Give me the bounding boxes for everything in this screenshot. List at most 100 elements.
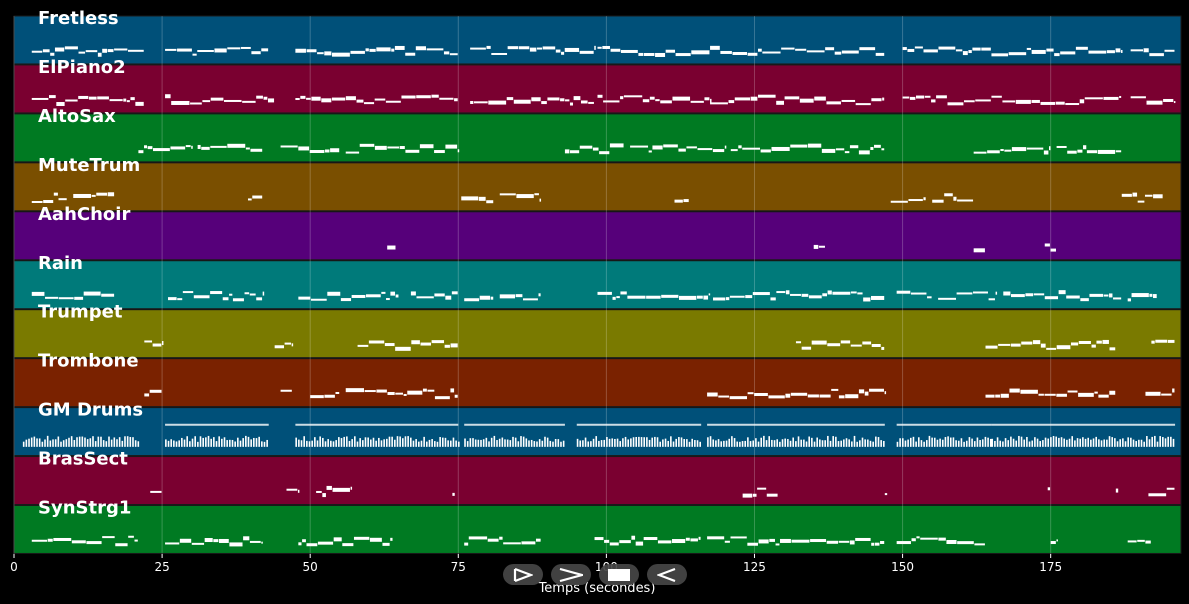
note-segment xyxy=(742,487,778,498)
note-segment xyxy=(280,145,340,154)
note-segment xyxy=(710,45,885,56)
note-segment xyxy=(165,46,269,56)
note-segment xyxy=(1050,539,1058,545)
note-segment xyxy=(452,492,455,496)
note-segment xyxy=(597,45,710,57)
note-segment xyxy=(499,193,542,202)
note-segment xyxy=(144,340,164,347)
note-segment xyxy=(973,248,985,253)
track-label: AahChoir xyxy=(38,204,130,225)
note-segment xyxy=(410,291,458,300)
x-tick-label: 0 xyxy=(10,560,18,574)
track-label: Trumpet xyxy=(38,302,123,323)
note-segment xyxy=(470,45,596,55)
track-lane xyxy=(13,64,1182,114)
track-lane xyxy=(13,505,1182,554)
stop-button[interactable] xyxy=(599,564,639,585)
note-segment xyxy=(31,95,144,107)
note-segment xyxy=(197,143,263,152)
note-segment xyxy=(707,423,885,447)
x-tick-label: 175 xyxy=(1039,560,1062,574)
note-segment xyxy=(499,293,541,301)
track-label: GM Drums xyxy=(38,400,143,421)
note-segment xyxy=(298,536,393,547)
note-segment xyxy=(597,291,711,300)
play-button[interactable] xyxy=(503,564,543,585)
track-labels: Fretless ElPiano2 AltoSax MuteTrum AahChoir R… xyxy=(38,8,143,519)
note-segment xyxy=(144,389,162,397)
note-segment xyxy=(890,197,926,203)
note-segment xyxy=(707,536,885,546)
x-tick-label: 150 xyxy=(891,560,914,574)
note-segment xyxy=(295,45,458,57)
note-segment xyxy=(31,192,67,204)
note-segment xyxy=(991,423,1176,447)
track-label: SynStrg1 xyxy=(38,498,131,519)
note-segment xyxy=(564,143,624,155)
note-segment xyxy=(464,295,494,302)
note-segment xyxy=(1130,96,1176,105)
note-segment xyxy=(150,490,162,493)
note-segment xyxy=(707,388,887,400)
note-segment xyxy=(247,195,263,201)
note-segment xyxy=(973,146,1051,155)
track-lane xyxy=(13,358,1182,408)
note-segment xyxy=(274,342,294,349)
x-tick-label: 75 xyxy=(451,560,466,574)
note-segment xyxy=(316,485,353,498)
note-segment xyxy=(1151,339,1175,344)
note-segment xyxy=(896,536,985,546)
note-segment xyxy=(73,192,115,198)
note-segment xyxy=(345,388,458,400)
stop-icon xyxy=(608,568,630,581)
note-segment xyxy=(1148,487,1175,497)
track-lane xyxy=(13,15,1182,65)
track-lane xyxy=(13,211,1182,261)
note-segment xyxy=(1003,290,1122,302)
note-segment xyxy=(1127,293,1157,302)
note-segment xyxy=(938,291,998,301)
rewind-button[interactable] xyxy=(647,564,687,585)
track-label: Trombone xyxy=(38,351,139,372)
note-segment xyxy=(1130,48,1175,57)
note-segment xyxy=(295,94,458,105)
note-segment xyxy=(165,536,263,547)
note-segment xyxy=(576,423,702,447)
note-segment xyxy=(168,291,265,302)
note-segment xyxy=(902,46,991,56)
track-lane xyxy=(13,407,1182,457)
forward-button[interactable] xyxy=(551,564,591,585)
note-segment xyxy=(991,46,1123,57)
note-segment xyxy=(280,389,292,392)
note-segment xyxy=(896,423,992,447)
track-label: AltoSax xyxy=(38,106,116,127)
x-tick-label: 25 xyxy=(154,560,169,574)
note-segment xyxy=(1047,487,1051,491)
note-segment xyxy=(597,94,712,104)
note-segment xyxy=(22,435,140,447)
note-segment xyxy=(713,290,885,302)
note-segment xyxy=(884,493,888,496)
track-label: Fretless xyxy=(38,8,119,29)
note-segment xyxy=(1121,192,1163,203)
note-segment xyxy=(991,95,1122,106)
note-segment xyxy=(286,488,300,493)
note-segment xyxy=(461,196,494,204)
note-segment xyxy=(896,290,932,299)
note-segment xyxy=(1056,145,1122,154)
forward-icon xyxy=(559,567,583,582)
note-segment xyxy=(1127,539,1151,544)
track-lane xyxy=(13,260,1182,310)
note-segment xyxy=(674,199,689,203)
note-segment xyxy=(630,144,727,153)
transport-controls xyxy=(503,564,687,585)
note-segment xyxy=(31,46,144,57)
note-segment xyxy=(357,340,458,351)
track-lane xyxy=(13,456,1182,505)
x-tick-label: 50 xyxy=(303,560,318,574)
track-lane xyxy=(13,113,1182,163)
track-label: Rain xyxy=(38,253,83,274)
note-segment xyxy=(795,340,885,350)
note-segment xyxy=(165,94,275,105)
note-layer xyxy=(22,45,1176,547)
